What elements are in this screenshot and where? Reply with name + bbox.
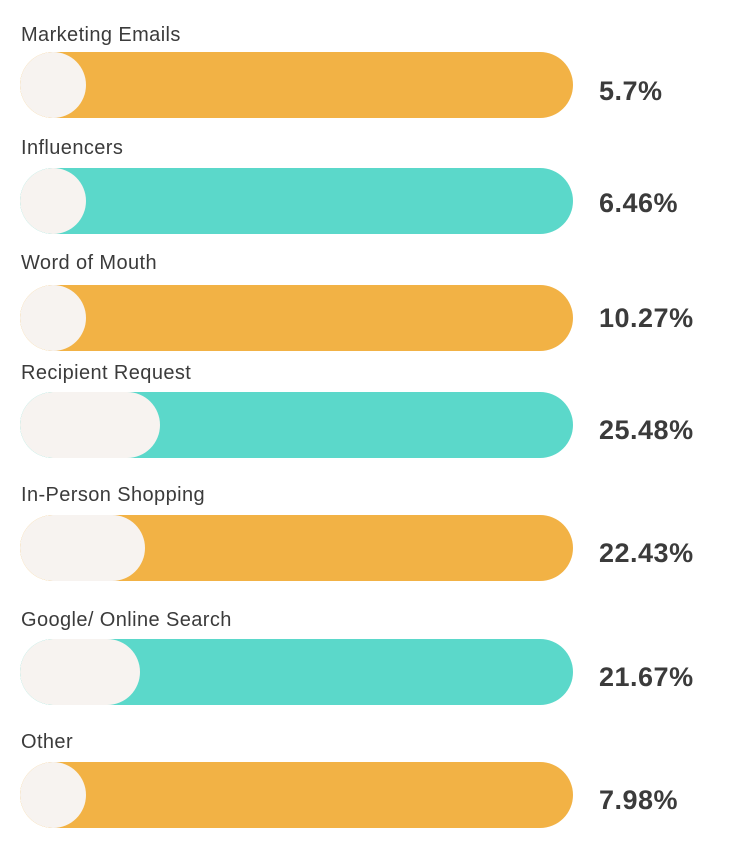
row-label-marketing-emails: Marketing Emails xyxy=(21,24,181,46)
bar-progress-pill xyxy=(20,392,160,458)
value-google-online-search: 21.67% xyxy=(599,662,694,692)
bar-google-online-search xyxy=(20,639,573,705)
bar-recipient-request xyxy=(20,392,573,458)
bar-influencers xyxy=(20,168,573,234)
value-recipient-request: 25.48% xyxy=(599,415,694,445)
bar-progress-pill xyxy=(20,285,86,351)
value-influencers: 6.46% xyxy=(599,188,679,218)
bar-progress-pill xyxy=(20,639,140,705)
row-label-google-online-search: Google/ Online Search xyxy=(21,609,232,631)
bar-marketing-emails xyxy=(20,52,573,118)
bar-in-person-shopping xyxy=(20,515,573,581)
bar-progress-pill xyxy=(20,168,86,234)
row-label-recipient-request: Recipient Request xyxy=(21,362,192,384)
row-label-in-person-shopping: In-Person Shopping xyxy=(21,484,205,506)
row-label-influencers: Influencers xyxy=(21,137,124,159)
value-marketing-emails: 5.7% xyxy=(599,76,663,106)
bar-other xyxy=(20,762,573,828)
row-label-other: Other xyxy=(21,731,74,753)
bar-progress-pill xyxy=(20,762,86,828)
bar-progress-pill xyxy=(20,52,86,118)
bar-progress-pill xyxy=(20,515,145,581)
row-label-word-of-mouth: Word of Mouth xyxy=(21,252,158,274)
value-word-of-mouth: 10.27% xyxy=(599,303,694,333)
bar-word-of-mouth xyxy=(20,285,573,351)
value-in-person-shopping: 22.43% xyxy=(599,538,694,568)
value-other: 7.98% xyxy=(599,785,679,815)
